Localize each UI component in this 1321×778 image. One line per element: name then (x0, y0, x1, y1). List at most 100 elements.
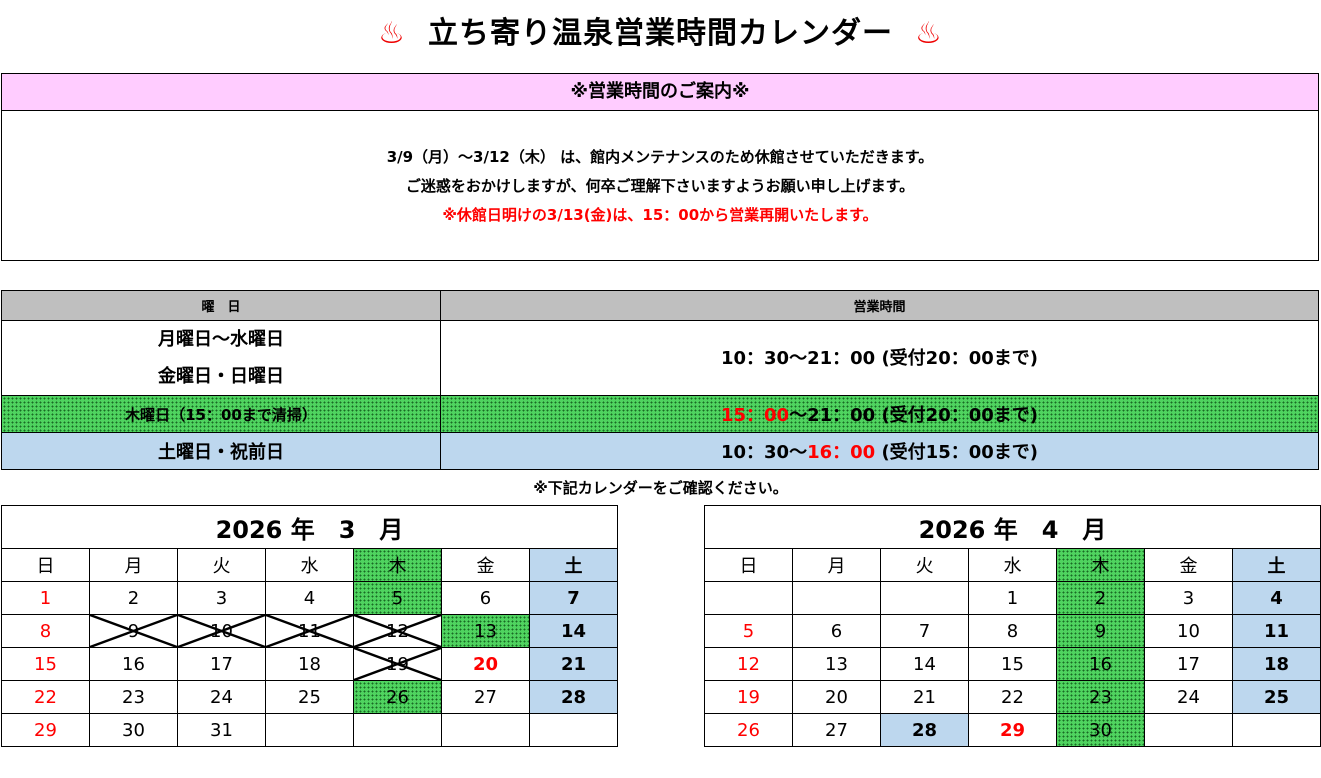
calendar-day: 5 (353, 581, 442, 615)
header-hours: 営業時間 (440, 290, 1319, 321)
calendar-week: 22 23 24 25 26 27 28 (1, 680, 618, 714)
day-number: 15 (1001, 653, 1024, 675)
calendar-day: 20 (792, 680, 881, 714)
calendar-week: 26 27 28 29 30 (704, 713, 1321, 747)
time-cell: 10：30～16：00 (受付15：00まで) (440, 432, 1319, 470)
calendar-day: 13 (441, 614, 530, 648)
weekday-header: 月 (792, 548, 881, 582)
day-number: 2 (1094, 587, 1107, 609)
calendar-day: 12 (704, 647, 793, 681)
closed-cross-icon (90, 615, 177, 647)
day-number: 5 (742, 620, 755, 642)
time-text: (受付15：00まで) (875, 442, 1039, 463)
calendar-day (529, 713, 618, 747)
weekday-header: 木 (353, 548, 442, 582)
day-number: 18 (298, 653, 321, 675)
calendar-week: 5 6 7 8 9 10 11 (704, 614, 1321, 648)
calendar-day: 28 (880, 713, 969, 747)
calendar-day: 1 (1, 581, 90, 615)
day-number: 28 (560, 686, 587, 708)
calendar-day: 4 (265, 581, 354, 615)
day-number: 4 (1270, 587, 1283, 609)
calendar-week: 15 16 17 18 19 20 21 (1, 647, 618, 681)
calendar-day: 13 (792, 647, 881, 681)
calendar-day: 11 (265, 614, 354, 648)
calendar-day: 23 (89, 680, 178, 714)
weekday-header: 土 (1232, 548, 1321, 582)
hours-table: 曜 日営業時間 月曜日～水曜日 金曜日・日曜日 10：30～21：00 (受付20：… (1, 290, 1319, 470)
day-number: 11 (1263, 620, 1290, 642)
notice-line: 3/9（月）～3/12（木） は、館内メンテナンスのため休館させていただきます。 (386, 148, 934, 166)
calendar-day: 1 (968, 581, 1057, 615)
calendar-day: 10 (177, 614, 266, 648)
calendar-day: 2 (1056, 581, 1145, 615)
calendar-day (1144, 713, 1233, 747)
day-number: 8 (1006, 620, 1019, 642)
calendar-day: 26 (704, 713, 793, 747)
day-number: 22 (1001, 686, 1024, 708)
calendar-day: 14 (529, 614, 618, 648)
calendar-day: 6 (441, 581, 530, 615)
day-number: 9 (1094, 620, 1107, 642)
day-number: 14 (560, 620, 587, 642)
day-number: 21 (560, 653, 587, 675)
calendar-day (792, 581, 881, 615)
calendar-day: 22 (1, 680, 90, 714)
day-number: 14 (913, 653, 936, 675)
day-number: 1 (39, 587, 52, 609)
day-number: 7 (567, 587, 580, 609)
calendar-day: 24 (177, 680, 266, 714)
closed-cross-icon (354, 648, 441, 680)
calendar-day (1232, 713, 1321, 747)
calendar-day: 15 (1, 647, 90, 681)
calendar-april: 2026 年 4 月日月火水木金土 1 2 3 4 5 6 7 8 9 10 11 12 13 14 15 16… (704, 505, 1321, 747)
weekday-header: 水 (265, 548, 354, 582)
day-number: 25 (298, 686, 321, 708)
day-number: 7 (918, 620, 931, 642)
day-number: 4 (303, 587, 316, 609)
calendar-title: 2026 年 4 月 (704, 505, 1321, 549)
weekday-header: 水 (968, 548, 1057, 582)
weekday-header: 火 (880, 548, 969, 582)
day-number: 16 (1089, 653, 1112, 675)
calendar-day: 8 (968, 614, 1057, 648)
weekday-header: 金 (1144, 548, 1233, 582)
calendar-note: ※下記カレンダーをご確認ください。 (533, 479, 788, 497)
calendar-day (704, 581, 793, 615)
day-number: 3 (1182, 587, 1195, 609)
calendar-day: 20 (441, 647, 530, 681)
calendar-day: 22 (968, 680, 1057, 714)
calendar-day: 8 (1, 614, 90, 648)
calendar-week: 29 30 31 (1, 713, 618, 747)
weekday-header: 土 (529, 548, 618, 582)
time-text: ～21：00 (受付20：00まで) (789, 405, 1039, 426)
calendar-day: 29 (1, 713, 90, 747)
header-day: 曜 日 (1, 290, 441, 321)
calendar-day: 25 (1232, 680, 1321, 714)
day-number: 23 (122, 686, 145, 708)
time-cell: 10：30～21：00 (受付20：00まで) (440, 320, 1319, 396)
day-number: 28 (911, 719, 938, 741)
day-number: 26 (386, 686, 409, 708)
calendar-day: 3 (177, 581, 266, 615)
calendar-day: 23 (1056, 680, 1145, 714)
calendar-day: 30 (89, 713, 178, 747)
day-number: 29 (999, 719, 1026, 741)
calendar-title: 2026 年 3 月 (1, 505, 618, 549)
day-number: 13 (825, 653, 848, 675)
calendar-day: 21 (529, 647, 618, 681)
calendar-day (441, 713, 530, 747)
day-number: 10 (1177, 620, 1200, 642)
notice-header: ※営業時間のご案内※ (2, 74, 1318, 111)
day-number: 20 (472, 653, 499, 675)
day-number: 27 (825, 719, 848, 741)
hot-spring-icon: ♨ (915, 16, 943, 51)
page-title: ♨ 立ち寄り温泉営業時間カレンダー ♨ (0, 8, 1321, 52)
day-number: 29 (34, 719, 57, 741)
day-number: 30 (1089, 719, 1112, 741)
day-number: 6 (479, 587, 492, 609)
day-number: 15 (34, 653, 57, 675)
calendar-day: 10 (1144, 614, 1233, 648)
time-text: 10：30～ (720, 442, 808, 463)
day-number: 18 (1263, 653, 1290, 675)
